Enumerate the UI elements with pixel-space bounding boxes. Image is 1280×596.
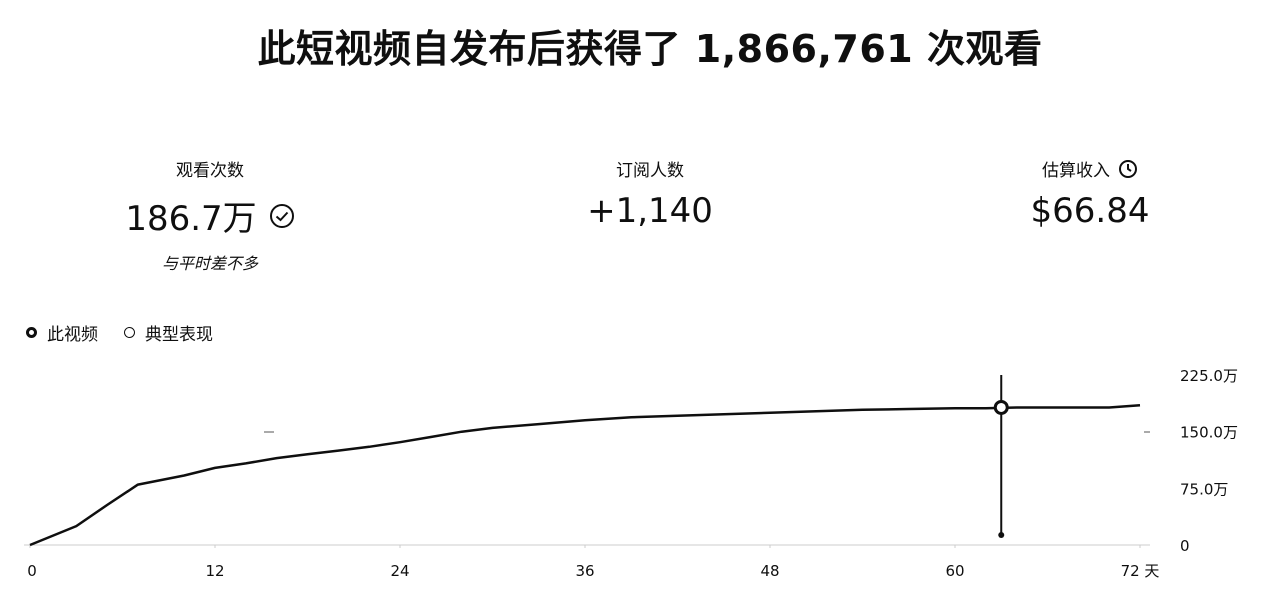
metric-subscribers-label: 订阅人数 (616, 161, 684, 181)
metric-subscribers-value: +1,140 (587, 191, 713, 231)
hover-point-marker (993, 399, 1009, 415)
metric-revenue-label: 估算收入 (1042, 161, 1110, 181)
metric-revenue-value: $66.84 (1030, 191, 1150, 231)
hover-guide-end-dot (998, 532, 1005, 538)
legend-dot-this-video (26, 327, 37, 338)
legend-item-typical[interactable]: 典型表现 (124, 320, 213, 345)
metric-subscribers[interactable]: 订阅人数 +1,140 (550, 156, 750, 231)
y-tick-label: 150.0万 (1180, 424, 1238, 442)
x-tick-label: 36 (575, 562, 594, 580)
metric-views-note: 与平时差不多 (161, 254, 258, 273)
x-tick-label: 0 (27, 562, 37, 580)
page-title: 此短视频自发布后获得了 1,866,761 次观看 (257, 27, 1043, 71)
metric-revenue-label-row: 估算收入 (1000, 156, 1180, 181)
metric-revenue[interactable]: 估算收入 $66.84 (1000, 156, 1180, 231)
clock-icon[interactable] (1118, 159, 1138, 179)
legend-label-this-video: 此视频 (47, 325, 98, 345)
chart-legend: 此视频 典型表现 (26, 320, 213, 345)
series-line-this-video (29, 403, 1141, 547)
x-tick-label: 60 (945, 562, 964, 580)
legend-item-this-video[interactable]: 此视频 (26, 320, 98, 345)
x-tick-label: 72 天 (1121, 562, 1160, 580)
legend-dot-typical (124, 327, 135, 338)
metric-views-value-row: 186.7万 (110, 191, 310, 240)
check-circle-icon (269, 203, 295, 229)
metric-views[interactable]: 观看次数 186.7万 与平时差不多 (110, 156, 310, 274)
x-tick-label: 12 (205, 562, 224, 580)
y-tick-label: 0 (1180, 537, 1190, 555)
y-tick-label: 75.0万 (1180, 480, 1228, 498)
x-tick-label: 48 (760, 562, 779, 580)
metric-views-label: 观看次数 (176, 161, 244, 181)
legend-label-typical: 典型表现 (145, 325, 213, 345)
x-tick-label: 24 (390, 562, 409, 580)
metric-views-value: 186.7万 (125, 199, 257, 239)
y-tick-label: 225.0万 (1180, 367, 1238, 385)
